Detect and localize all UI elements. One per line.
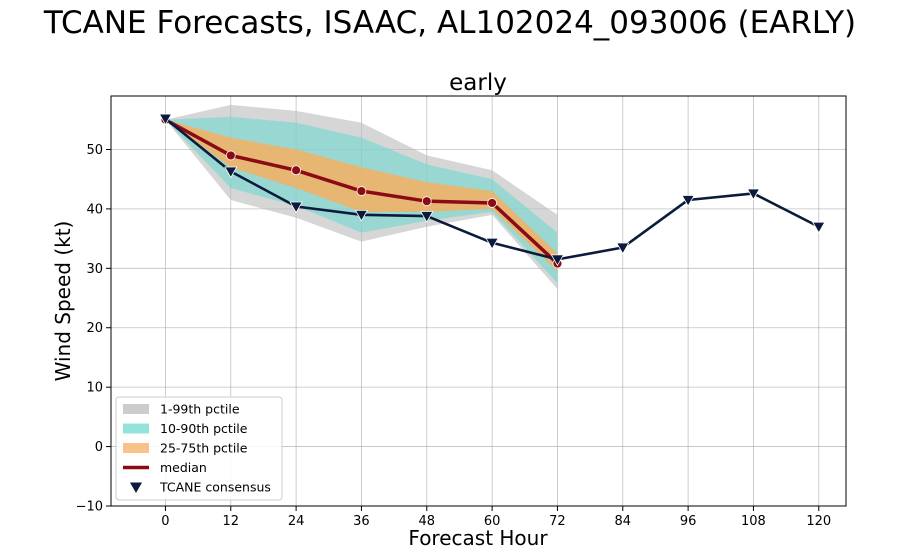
chart-title: early xyxy=(449,70,507,96)
median-point xyxy=(356,186,367,196)
tcane-consensus-point xyxy=(485,237,499,250)
legend-swatch-1-99th-pctile xyxy=(123,404,149,414)
y-tick-label: 50 xyxy=(86,143,103,158)
x-tick-label: 48 xyxy=(419,514,436,529)
y-tick-label: 30 xyxy=(86,262,103,277)
chart-suptitle: TCANE Forecasts, ISAAC, AL102024_093006 … xyxy=(43,5,856,41)
median-point xyxy=(291,165,302,176)
legend: 1-99th pctile 10-90th pctile 25-75th pctil… xyxy=(115,396,283,501)
y-axis-ticks: −10 0 10 20 30 40 50 xyxy=(76,143,111,515)
legend-swatch-10-90th-pctile xyxy=(123,423,149,434)
x-tick-label: 120 xyxy=(806,514,831,529)
x-tick-label: 24 xyxy=(288,514,305,529)
legend-label: 1-99th pctile xyxy=(160,402,240,417)
legend-label: 10-90th pctile xyxy=(160,421,248,436)
legend-label: median xyxy=(160,460,207,475)
x-axis-label: Forecast Hour xyxy=(408,526,548,550)
tcane-consensus-point xyxy=(812,221,826,234)
tcane-consensus-point xyxy=(289,201,303,214)
median-point xyxy=(421,196,432,207)
tcane-consensus-point xyxy=(746,188,761,201)
legend-label: TCANE consensus xyxy=(159,480,271,495)
y-tick-label: 0 xyxy=(95,440,103,455)
x-tick-label: 12 xyxy=(223,514,240,529)
x-tick-label: 96 xyxy=(680,514,697,529)
x-tick-label: 72 xyxy=(549,514,566,529)
tcane-consensus-point xyxy=(681,195,695,207)
y-tick-label: 20 xyxy=(86,321,103,336)
tcane-consensus-point xyxy=(158,113,173,126)
tcane-consensus-point xyxy=(420,211,434,223)
series-lines xyxy=(158,113,826,269)
x-tick-label: 60 xyxy=(484,514,501,529)
x-tick-label: 0 xyxy=(161,514,169,529)
plot-frame xyxy=(110,95,847,507)
legend-box xyxy=(115,396,283,501)
y-tick-label: 10 xyxy=(86,381,103,396)
legend-swatch-25-75th-pctile xyxy=(123,443,149,453)
x-tick-label: 36 xyxy=(353,514,370,529)
x-tick-label: 84 xyxy=(615,514,632,529)
y-axis-label: Wind Speed (kt) xyxy=(51,221,75,382)
tcane-consensus-point xyxy=(354,209,369,222)
tcane-consensus-point xyxy=(224,166,238,179)
legend-swatch-tcane-consensus xyxy=(130,482,142,493)
y-tick-label: −10 xyxy=(76,500,103,515)
x-axis-ticks: 0 12 24 36 48 60 72 84 96 108 120 xyxy=(161,506,831,529)
y-tick-label: 40 xyxy=(86,202,103,217)
tcane-consensus-point xyxy=(550,254,565,267)
median-point xyxy=(487,198,498,208)
tcane-consensus-point xyxy=(616,242,630,255)
median-point xyxy=(225,150,236,161)
legend-label: 25-75th pctile xyxy=(160,441,248,456)
x-tick-label: 108 xyxy=(741,514,766,529)
